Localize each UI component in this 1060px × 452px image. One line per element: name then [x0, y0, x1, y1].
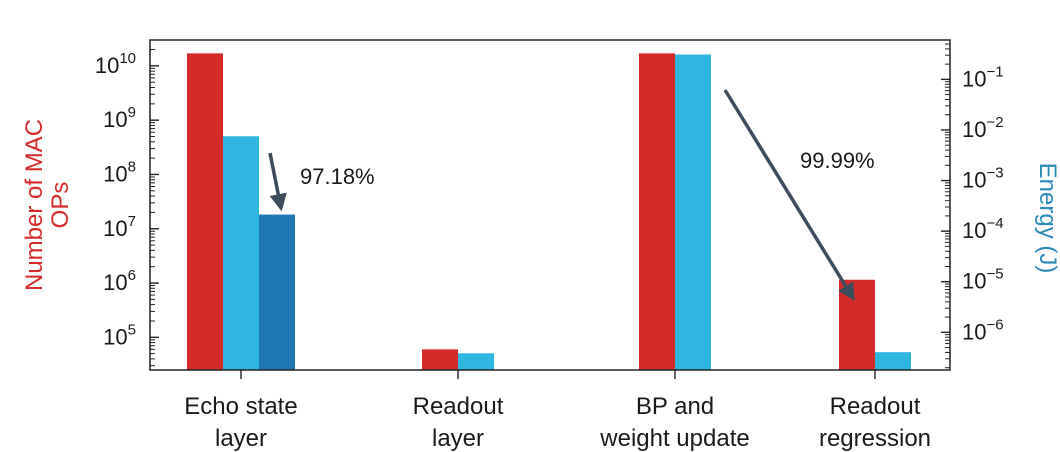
annotations-layer: 97.18% 99.99% — [268, 89, 875, 301]
right-tick-label-4: 10−2 — [962, 114, 1004, 142]
left-tick-label-2: 107 — [103, 213, 136, 241]
category-label-1-1: layer — [432, 425, 484, 452]
left-axis-label: Number of MAC OPs — [21, 119, 74, 291]
bar-s0-c2 — [639, 53, 675, 371]
category-label-0-0: Echo state — [184, 393, 297, 420]
left-axis-ticks: 105 106 107 108 109 1010 — [95, 39, 159, 367]
x-axis-ticks: Echo state layer Readout layer BP and weight … — [184, 370, 931, 452]
left-axis-label-line-0: Number of MAC — [21, 119, 48, 291]
category-label-2-1: weight update — [599, 425, 749, 452]
left-axis-label-line-1: OPs — [47, 182, 74, 229]
bar-s1-c3 — [875, 352, 911, 370]
left-tick-label-5: 1010 — [95, 50, 136, 78]
bar-s2-c0 — [259, 214, 295, 370]
right-tick-label-0: 10−6 — [962, 316, 1004, 344]
right-tick-label-3: 10−3 — [962, 165, 1004, 193]
arrow-echo-state — [268, 152, 287, 212]
right-axis-ticks: 10−6 10−5 10−4 10−3 10−2 10−1 — [941, 43, 1004, 369]
left-tick-label-4: 109 — [103, 104, 136, 132]
bar-s1-c2 — [675, 54, 711, 370]
left-tick-label-3: 108 — [103, 158, 136, 186]
arrow-bp-to-regression — [723, 89, 855, 301]
bar-s1-c0 — [223, 136, 259, 370]
category-label-0-1: layer — [215, 425, 267, 452]
category-label-3-0: Readout — [830, 393, 921, 420]
right-tick-label-5: 10−1 — [962, 63, 1004, 91]
right-axis-label: Energy (J) — [1034, 163, 1060, 274]
right-tick-label-1: 10−5 — [962, 266, 1004, 294]
bar-s0-c1 — [422, 349, 458, 370]
plot-frame — [149, 39, 951, 371]
annotation-bp-reduction: 99.99% — [800, 148, 875, 173]
bar-s0-c3 — [839, 279, 875, 370]
bar-s1-c1 — [458, 353, 494, 370]
category-label-1-0: Readout — [413, 393, 504, 420]
category-label-3-1: regression — [819, 425, 931, 452]
annotation-echo-state-reduction: 97.18% — [300, 164, 375, 189]
right-axis-label-text: Energy (J) — [1034, 163, 1060, 274]
left-tick-label-1: 106 — [103, 267, 136, 295]
bar-s0-c0 — [187, 53, 223, 371]
category-label-2-0: BP and — [636, 393, 714, 420]
left-tick-label-0: 105 — [103, 321, 136, 349]
right-tick-label-2: 10−4 — [962, 215, 1004, 243]
bars-layer — [187, 53, 911, 371]
